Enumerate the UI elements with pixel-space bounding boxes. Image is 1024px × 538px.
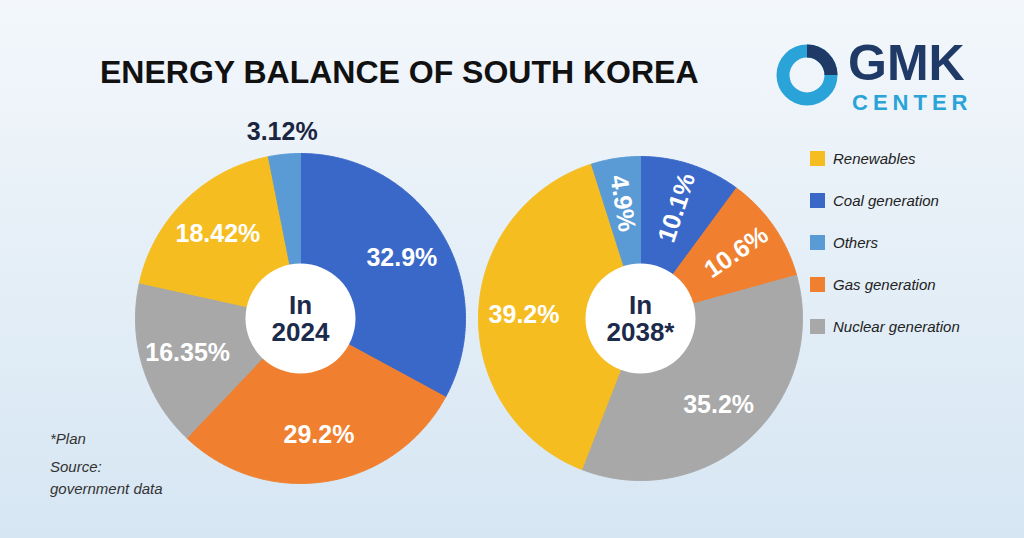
svg-text:10.1%: 10.1% xyxy=(652,169,701,245)
svg-text:4.9%: 4.9% xyxy=(605,173,641,234)
html-text:Coal generation: Coal generation xyxy=(833,192,939,209)
html-text:government data: government data xyxy=(50,480,163,497)
svg-text:29.2%: 29.2% xyxy=(283,420,354,448)
svg-text:In2024: In2024 xyxy=(272,290,330,347)
html-text:*Plan: *Plan xyxy=(50,430,86,447)
svg-text:39.2%: 39.2% xyxy=(489,300,560,328)
html-text:Nuclear generation: Nuclear generation xyxy=(833,318,960,335)
svg-text:3.12%: 3.12% xyxy=(247,117,318,145)
svg-text:10.6%: 10.6% xyxy=(699,220,773,283)
svg-text:16.35%: 16.35% xyxy=(145,338,230,366)
html-text:ENERGY BALANCE OF SOUTH KOREA: ENERGY BALANCE OF SOUTH KOREA xyxy=(100,54,699,90)
html-text:Renewables: Renewables xyxy=(833,150,916,167)
svg-text:35.2%: 35.2% xyxy=(683,390,754,418)
html-text:Others: Others xyxy=(833,234,878,251)
html-text:Gas generation: Gas generation xyxy=(833,276,936,293)
html-text:CENTER: CENTER xyxy=(852,90,973,115)
html-text:Source:: Source: xyxy=(50,458,102,475)
svg-text:32.9%: 32.9% xyxy=(366,243,437,271)
html-text:GMK: GMK xyxy=(848,35,965,91)
svg-text:18.42%: 18.42% xyxy=(176,219,261,247)
svg-text:In2038*: In2038* xyxy=(607,290,676,347)
